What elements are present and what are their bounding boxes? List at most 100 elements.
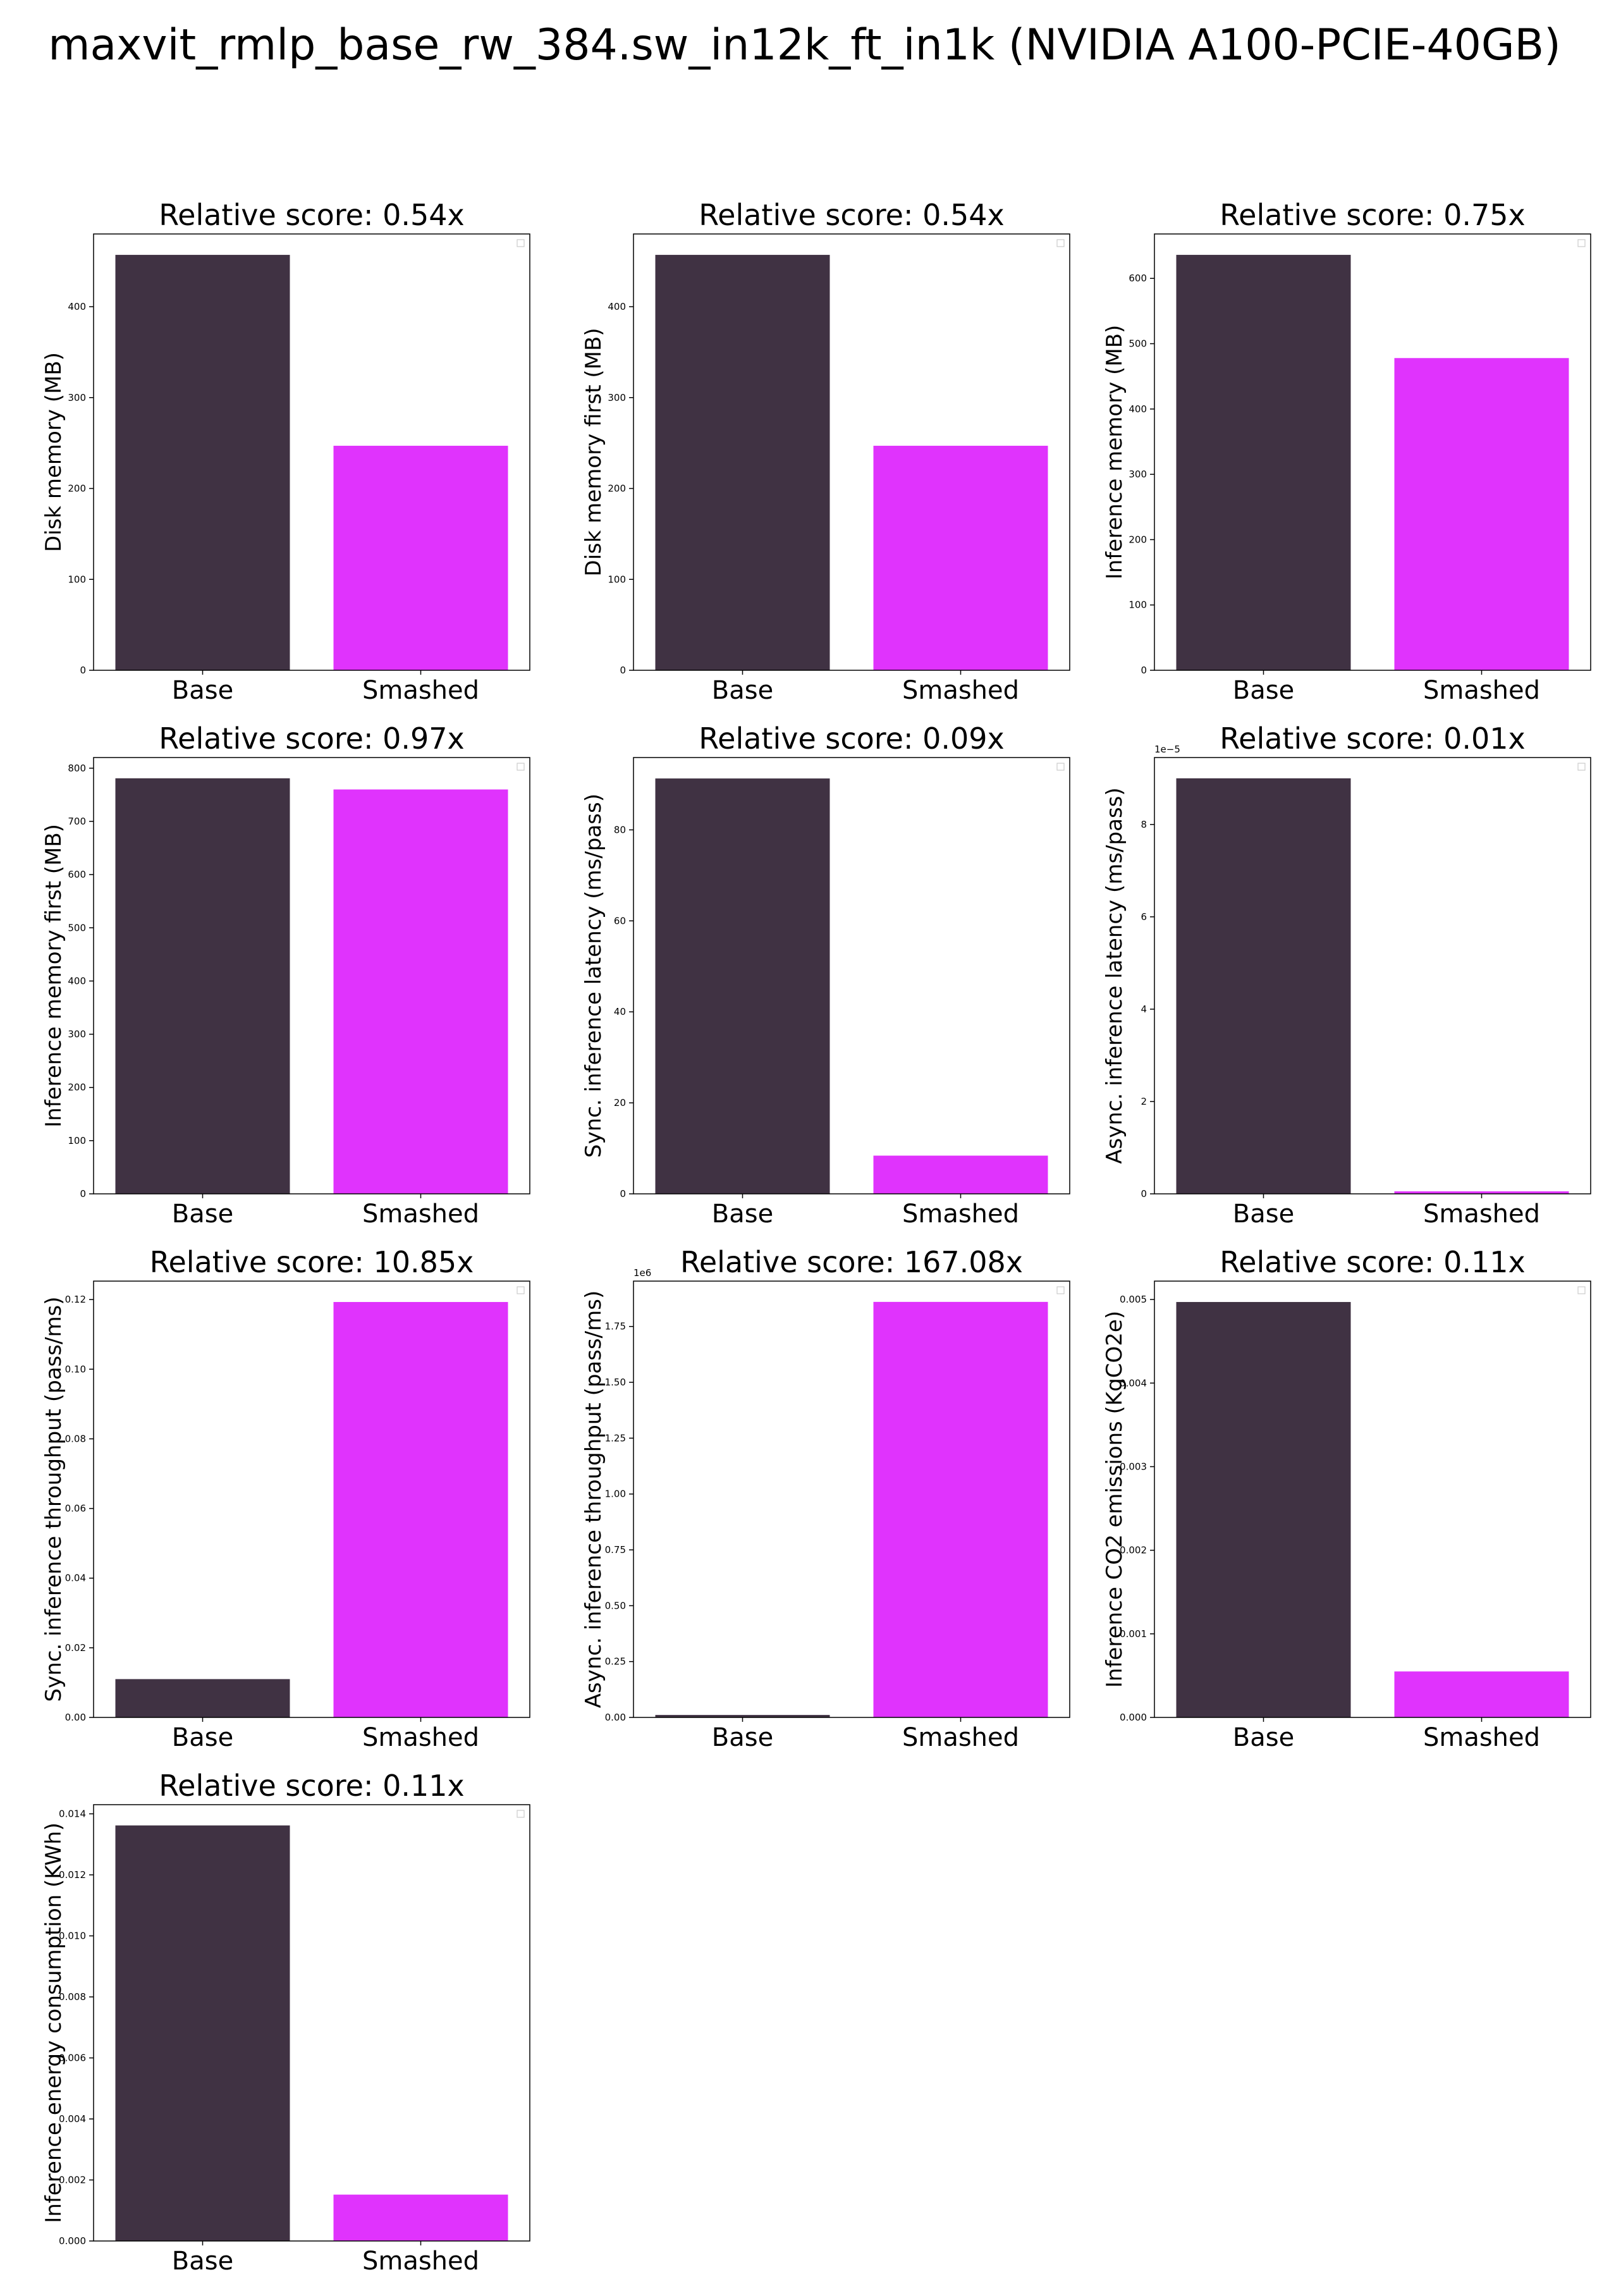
- y-tick-label: 200: [68, 1082, 86, 1093]
- y-tick-label: 0: [620, 665, 626, 676]
- bar-base: [655, 255, 830, 670]
- y-tick-label: 0.04: [65, 1573, 86, 1584]
- y-tick-label: 0.001: [1120, 1628, 1147, 1640]
- legend-box: [517, 763, 525, 771]
- legend-box: [1577, 1286, 1586, 1294]
- subplot-async-inference-throughput-pass-ms: 0.00 0.25 0.50 0.75 1.00 1.25 1.50 1.75 Base Smas…: [581, 1245, 1070, 1752]
- y-tick-label: 0.00: [65, 1712, 86, 1723]
- subplot-title: Relative score: 10.85x: [150, 1245, 474, 1279]
- bar-base: [115, 1825, 290, 2241]
- axes-frame: [93, 233, 530, 671]
- axes-frame: [93, 1280, 530, 1718]
- y-tick-label: 400: [608, 301, 626, 312]
- y-tick-label: 400: [68, 301, 86, 312]
- y-tick-label: 1.00: [605, 1489, 626, 1500]
- legend-box: [1056, 239, 1065, 247]
- y-axis-label: Sync. inference latency (ms/pass): [581, 794, 606, 1158]
- y-tick-label: 0.003: [1120, 1461, 1147, 1472]
- y-tick-label: 0.02: [65, 1642, 86, 1654]
- y-tick-label: 2: [1141, 1096, 1147, 1107]
- y-tick-label: 300: [1129, 469, 1147, 480]
- x-tick-label: Smashed: [902, 1723, 1019, 1752]
- legend-box: [1056, 763, 1065, 771]
- bar-base: [655, 778, 830, 1194]
- y-tick-label: 0.002: [59, 2174, 86, 2185]
- y-tick-label: 8: [1141, 819, 1147, 830]
- y-tick-label: 300: [68, 392, 86, 403]
- subplot-sync-inference-latency-ms-pass: 0 20 40 60 80 Base Smashed Relative score: 0.09…: [581, 721, 1070, 1229]
- y-tick-label: 400: [68, 975, 86, 986]
- y-tick-label: 700: [68, 816, 86, 827]
- y-axis-label: Disk memory first (MB): [581, 328, 606, 576]
- y-tick-label: 6: [1141, 911, 1147, 923]
- y-tick-label: 0.75: [605, 1544, 626, 1556]
- bar-smashed: [1394, 358, 1569, 670]
- subplot-title: Relative score: 0.75x: [1220, 198, 1526, 232]
- y-tick-label: 200: [68, 483, 86, 494]
- y-tick-label: 100: [1129, 599, 1147, 611]
- y-axis-label: Inference energy consumption (KWh): [41, 1822, 66, 2223]
- y-tick-label: 0: [80, 665, 86, 676]
- subplot-title: Relative score: 0.11x: [159, 1769, 465, 1803]
- x-tick-label: Smashed: [902, 1200, 1019, 1229]
- bar-base: [115, 778, 290, 1194]
- y-tick-label: 600: [1129, 273, 1147, 284]
- subplot-inference-memory-mb: 0 100 200 300 400 500 600 Base Smashed Relative s…: [1102, 198, 1591, 705]
- subplot-title: Relative score: 0.97x: [159, 721, 465, 756]
- y-tick-label: 0: [620, 1188, 626, 1200]
- legend-box: [517, 1810, 525, 1818]
- x-tick-label: Smashed: [1423, 1200, 1540, 1229]
- y-tick-label: 0: [80, 1188, 86, 1200]
- y-tick-label: 4: [1141, 1004, 1147, 1015]
- y-axis-label: Sync. inference throughput (pass/ms): [41, 1296, 66, 1702]
- x-tick-label: Smashed: [362, 676, 479, 705]
- legend-box: [517, 1286, 525, 1294]
- x-tick-label: Base: [172, 2247, 233, 2276]
- y-axis-label: Disk memory (MB): [41, 352, 66, 552]
- y-tick-label: 300: [68, 1029, 86, 1040]
- axes-frame: [93, 757, 530, 1194]
- legend-box: [1577, 239, 1586, 247]
- y-tick-label: 60: [614, 915, 626, 926]
- subplot-title: Relative score: 0.54x: [159, 198, 465, 232]
- y-tick-label: 300: [608, 392, 626, 403]
- x-tick-label: Smashed: [902, 676, 1019, 705]
- figure-title: maxvit_rmlp_base_rw_384.sw_in12k_ft_in1k…: [48, 20, 1561, 70]
- y-tick-label: 0: [1141, 665, 1147, 676]
- y-tick-label: 80: [614, 824, 626, 835]
- subplot-title: Relative score: 0.54x: [699, 198, 1005, 232]
- y-tick-label: 0.00: [605, 1712, 626, 1723]
- y-axis-label: Inference memory (MB): [1102, 325, 1127, 580]
- axes-frame: [633, 233, 1070, 671]
- y-axis-label: Inference CO2 emissions (KgCO2e): [1102, 1311, 1127, 1688]
- axes-frame: [93, 1804, 530, 2242]
- subplot-sync-inference-throughput-pass-ms: 0.00 0.02 0.04 0.06 0.08 0.10 0.12 Base Smashed R…: [41, 1245, 530, 1752]
- y-tick-label: 200: [1129, 534, 1147, 545]
- subplot-title: Relative score: 0.11x: [1220, 1245, 1526, 1279]
- x-tick-label: Smashed: [1423, 1723, 1540, 1752]
- bar-base: [115, 255, 290, 670]
- bar-smashed: [333, 445, 508, 670]
- y-offset-label: 1e6: [633, 1267, 651, 1279]
- x-tick-label: Base: [1233, 1723, 1294, 1752]
- bar-base: [1176, 778, 1351, 1194]
- y-tick-label: 100: [68, 574, 86, 585]
- y-tick-label: 1.25: [605, 1432, 626, 1444]
- x-tick-label: Base: [712, 1200, 773, 1229]
- y-tick-label: 0.006: [59, 2052, 86, 2063]
- bar-smashed: [333, 1302, 508, 1717]
- y-axis-label: Async. inference latency (ms/pass): [1102, 787, 1127, 1163]
- axes-frame: [1154, 1280, 1591, 1718]
- bar-smashed: [873, 1155, 1048, 1194]
- y-tick-label: 1.50: [605, 1377, 626, 1388]
- bar-smashed: [1394, 1191, 1569, 1194]
- x-tick-label: Base: [712, 1723, 773, 1752]
- axes-frame: [633, 1280, 1070, 1718]
- y-tick-label: 20: [614, 1097, 626, 1108]
- bar-base: [655, 1715, 830, 1717]
- y-tick-label: 500: [1129, 338, 1147, 350]
- subplot-inference-energy-consumption-kwh: 0.000 0.002 0.004 0.006 0.008 0.010 0.012 0.014…: [41, 1769, 530, 2276]
- bar-smashed: [873, 1301, 1048, 1717]
- bar-smashed: [333, 789, 508, 1194]
- legend-box: [517, 239, 525, 247]
